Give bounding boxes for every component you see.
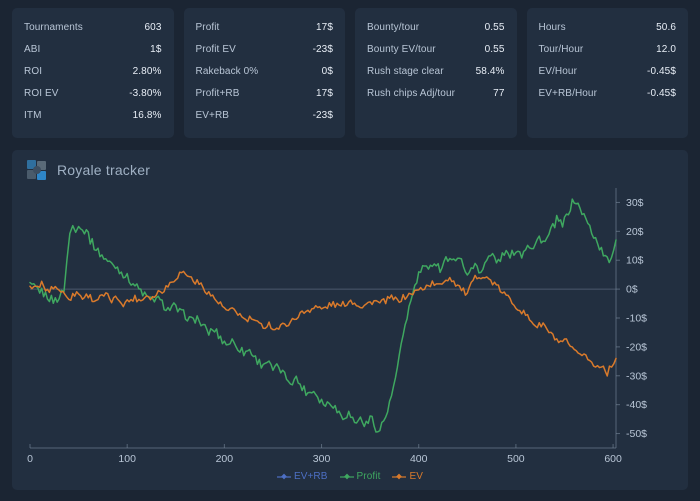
stat-label: Rush stage clear (367, 66, 444, 77)
stat-row: Profit+RB 17$ (196, 83, 334, 105)
stat-row: ITM 16.8% (24, 105, 162, 127)
chart-title: Royale tracker (57, 162, 151, 178)
y-tick-label: 10$ (626, 255, 644, 267)
y-tick-label: 0$ (626, 284, 638, 296)
legend-marker-icon (392, 473, 407, 479)
stat-row: EV+RB -23$ (196, 105, 334, 127)
stat-row: EV+RB/Hour -0.45$ (539, 83, 677, 105)
legend-item-profit[interactable]: Profit (339, 471, 381, 482)
stat-value: -0.45$ (647, 66, 676, 77)
profit-card: Profit 17$ Profit EV -23$ Rakeback 0% 0$ Profi… (183, 8, 345, 138)
stat-row: Bounty/tour 0.55 (367, 17, 505, 39)
x-tick-label: 0 (27, 453, 33, 465)
stat-label: Hours (538, 22, 566, 33)
stat-label: Tour/Hour (538, 44, 584, 55)
legend-marker-icon (339, 473, 354, 479)
stat-row: ABI 1$ (24, 39, 162, 61)
x-tick-label: 500 (507, 453, 525, 465)
y-tick-label: -50$ (626, 428, 647, 440)
stat-label: EV+RB/Hour (538, 88, 598, 99)
stat-row: ROI EV -3.80% (24, 83, 162, 105)
stat-row: Tournaments 603 (24, 17, 162, 39)
y-tick-label: -10$ (626, 313, 647, 325)
series-line-ev (29, 270, 617, 377)
stat-label: Rakeback 0% (195, 66, 259, 77)
stat-value: 0$ (321, 66, 333, 77)
stat-value: 12.0 (656, 44, 676, 55)
series-line-profit (29, 198, 617, 433)
stat-row: ROI 2.80% (24, 61, 162, 83)
y-tick-label: -20$ (626, 341, 647, 353)
stat-value: -23$ (312, 110, 333, 121)
stat-value: 77 (493, 88, 505, 99)
stat-label: Profit (195, 22, 220, 33)
x-tick-label: 300 (313, 453, 331, 465)
y-tick-label: 30$ (626, 197, 644, 209)
stat-row: Rush chips Adj/tour 77 (367, 83, 505, 105)
stat-row: Rush stage clear 58.4% (367, 61, 505, 83)
stat-value: 58.4% (475, 66, 505, 77)
stat-label: ABI (24, 44, 41, 55)
stat-value: 0.55 (484, 44, 505, 55)
stat-row: Tour/Hour 12.0 (539, 39, 677, 61)
y-tick-label: -30$ (626, 370, 647, 382)
stat-label: Bounty EV/tour (367, 44, 436, 55)
stat-label: EV+RB (195, 110, 230, 121)
stat-row: Bounty EV/tour 0.55 (367, 39, 505, 61)
stat-value: -3.80% (129, 88, 162, 99)
stat-label: ROI EV (24, 88, 59, 99)
stat-label: Profit+RB (195, 88, 240, 99)
stat-row: Profit 17$ (196, 17, 334, 39)
y-tick-label: -40$ (626, 399, 647, 411)
stat-row: Hours 50.6 (539, 17, 677, 39)
y-tick-label: 20$ (626, 226, 644, 238)
legend-item-ev[interactable]: EV (392, 471, 423, 482)
stat-row: Rakeback 0% 0$ (196, 61, 334, 83)
stat-cards-row: Tournaments 603 ABI 1$ ROI 2.80% ROI EV -3.80% I… (12, 8, 688, 138)
stat-label: EV/Hour (538, 66, 577, 77)
x-tick-label: 600 (604, 453, 622, 465)
bounty-card: Bounty/tour 0.55 Bounty EV/tour 0.55 Rush st… (355, 8, 517, 138)
stat-value: 17$ (316, 22, 333, 33)
stat-label: Rush chips Adj/tour (367, 88, 456, 99)
stat-value: 0.55 (484, 22, 505, 33)
stat-label: Tournaments (24, 22, 83, 33)
stat-label: ROI (24, 66, 43, 77)
chart-legend: EV+RB Profit EV (12, 471, 688, 482)
hours-card: Hours 50.6 Tour/Hour 12.0 EV/Hour -0.45$ EV+RB… (526, 8, 688, 138)
stat-row: EV/Hour -0.45$ (539, 61, 677, 83)
chart-panel: Royale tracker 30$ 20$ 10$ 0$ -10$ -20$ -30$ -4… (12, 150, 688, 490)
legend-label: EV (409, 471, 424, 482)
stat-value: 16.8% (132, 110, 162, 121)
legend-label: Profit (356, 471, 381, 482)
x-tick-label: 100 (118, 453, 136, 465)
stat-value: 1$ (150, 44, 162, 55)
x-tick-label: 200 (216, 453, 234, 465)
stat-value: -23$ (312, 44, 333, 55)
x-tick-label: 400 (410, 453, 428, 465)
stat-value: 50.6 (656, 22, 676, 33)
stat-label: Profit EV (195, 44, 236, 55)
plot-area: 30$ 20$ 10$ 0$ -10$ -20$ -30$ -40$ -50$ 0 100 200 30… (12, 180, 688, 490)
stat-row: Profit EV -23$ (196, 39, 334, 61)
tournaments-card: Tournaments 603 ABI 1$ ROI 2.80% ROI EV -3.80% I… (12, 8, 174, 138)
legend-marker-icon (276, 473, 291, 479)
chart-header: Royale tracker (12, 150, 688, 180)
stat-value: 603 (144, 22, 162, 33)
stat-label: ITM (24, 110, 42, 121)
legend-item-ev-rb[interactable]: EV+RB (276, 471, 328, 482)
stat-label: Bounty/tour (367, 22, 420, 33)
legend-label: EV+RB (293, 471, 328, 482)
stat-value: 2.80% (132, 66, 162, 77)
royale-tracker-logo-icon (26, 159, 48, 181)
stat-value: 17$ (316, 88, 333, 99)
stat-value: -0.45$ (647, 88, 676, 99)
profit-ev-line-chart: 30$ 20$ 10$ 0$ -10$ -20$ -30$ -40$ -50$ 0 100 200 30… (27, 188, 647, 465)
